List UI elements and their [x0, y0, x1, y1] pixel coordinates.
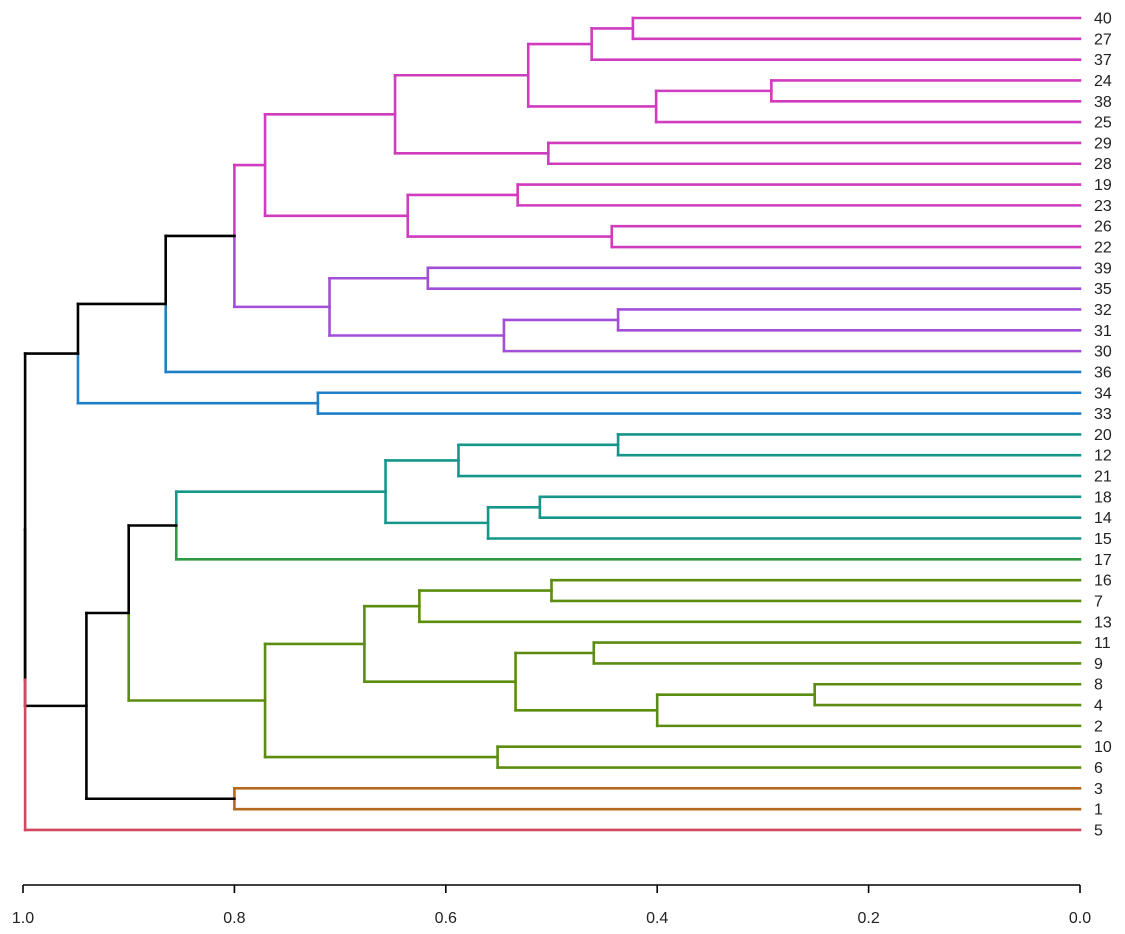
leaf-label-6: 6 [1094, 760, 1103, 777]
leaf-label-13: 13 [1094, 614, 1112, 631]
leaf-label-12: 12 [1094, 448, 1112, 465]
leaf-label-18: 18 [1094, 489, 1112, 506]
leaf-label-21: 21 [1094, 469, 1112, 486]
leaf-label-5: 5 [1094, 822, 1103, 839]
leaf-label-10: 10 [1094, 739, 1112, 756]
x-tick-label: 0.6 [435, 910, 457, 927]
leaf-label-3: 3 [1094, 781, 1103, 798]
leaf-label-40: 40 [1094, 11, 1112, 28]
leaf-label-26: 26 [1094, 219, 1112, 236]
leaf-label-16: 16 [1094, 573, 1112, 590]
leaf-label-15: 15 [1094, 531, 1112, 548]
x-tick-label: 0.2 [857, 910, 879, 927]
leaf-label-11: 11 [1094, 635, 1111, 652]
leaf-label-20: 20 [1094, 427, 1112, 444]
leaf-label-30: 30 [1094, 344, 1112, 361]
x-tick-label: 1.0 [12, 910, 34, 927]
leaf-label-8: 8 [1094, 677, 1103, 694]
leaf-label-35: 35 [1094, 281, 1112, 298]
leaf-label-33: 33 [1094, 406, 1112, 423]
leaf-label-2: 2 [1094, 718, 1103, 735]
leaf-labels: 4027372438252928192326223935323130363433… [1094, 11, 1112, 840]
leaf-label-4: 4 [1094, 698, 1103, 715]
leaf-label-23: 23 [1094, 198, 1112, 215]
leaf-label-34: 34 [1094, 385, 1112, 402]
x-tick-label: 0.0 [1069, 910, 1091, 927]
leaf-label-31: 31 [1094, 323, 1112, 340]
leaf-label-28: 28 [1094, 156, 1112, 173]
leaf-label-32: 32 [1094, 302, 1112, 319]
leaf-label-1: 1 [1094, 802, 1103, 819]
leaf-label-29: 29 [1094, 135, 1112, 152]
leaf-label-39: 39 [1094, 260, 1112, 277]
x-tick-label: 0.8 [223, 910, 245, 927]
x-tick-label: 0.4 [646, 910, 668, 927]
leaf-label-36: 36 [1094, 364, 1112, 381]
leaf-label-25: 25 [1094, 115, 1112, 132]
leaf-label-9: 9 [1094, 656, 1103, 673]
x-axis: 1.0 0.8 0.6 0.4 0.2 0.0 [12, 884, 1091, 927]
leaf-label-37: 37 [1094, 52, 1112, 69]
leaf-label-7: 7 [1094, 593, 1103, 610]
leaf-label-27: 27 [1094, 31, 1112, 48]
leaf-label-14: 14 [1094, 510, 1112, 527]
leaf-label-38: 38 [1094, 94, 1112, 111]
leaf-label-22: 22 [1094, 240, 1112, 257]
dendrogram-branches [23, 16, 1082, 832]
leaf-label-17: 17 [1094, 552, 1112, 569]
leaf-label-19: 19 [1094, 177, 1112, 194]
leaf-label-24: 24 [1094, 73, 1112, 90]
